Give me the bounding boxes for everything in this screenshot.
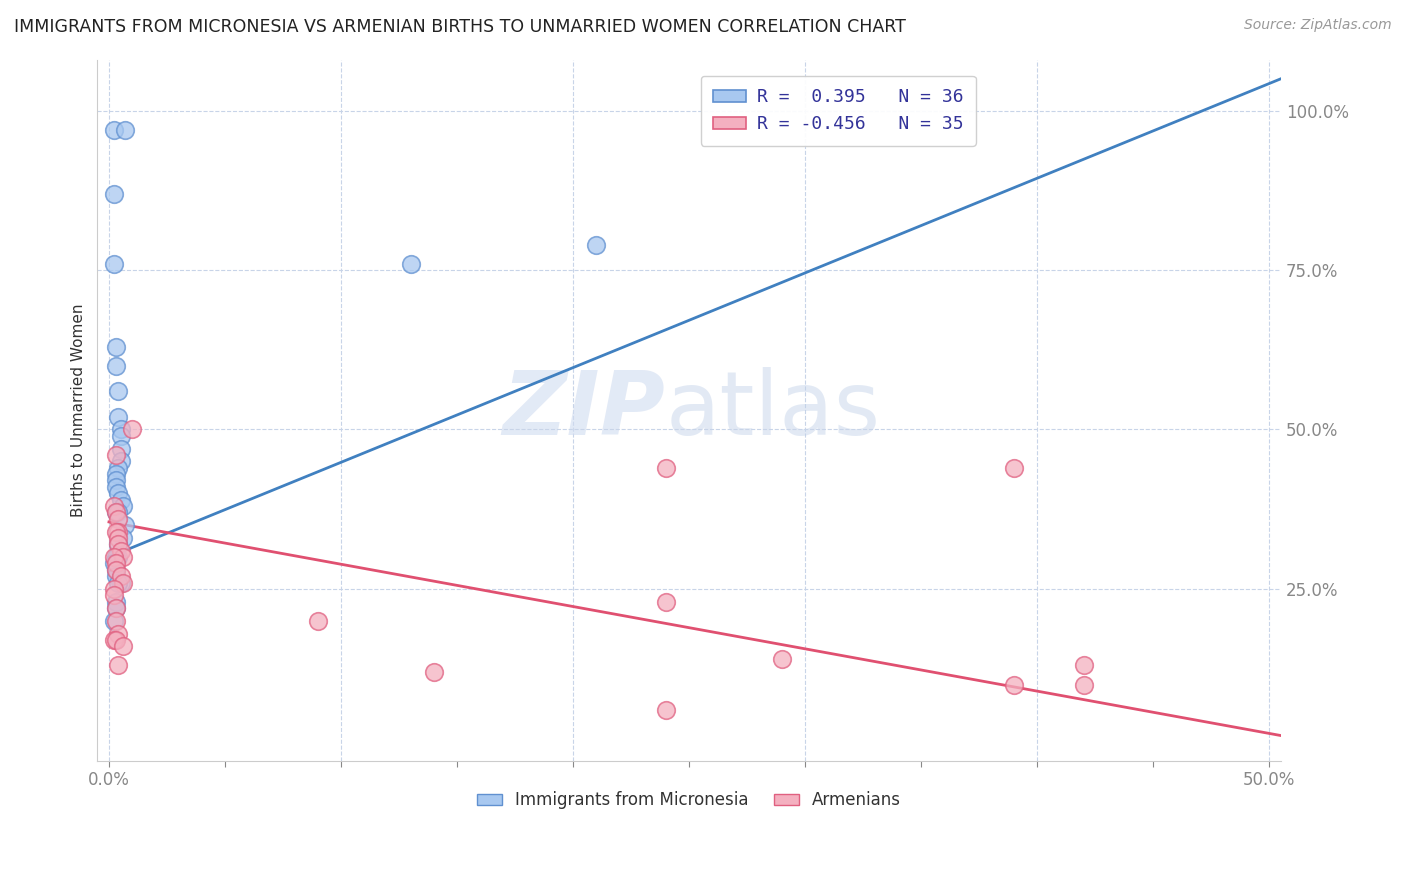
Point bbox=[103, 549, 125, 564]
Point bbox=[107, 531, 129, 545]
Point bbox=[110, 543, 132, 558]
Point bbox=[655, 460, 678, 475]
Point bbox=[111, 499, 134, 513]
Point bbox=[104, 505, 127, 519]
Point bbox=[107, 658, 129, 673]
Point bbox=[104, 474, 127, 488]
Point bbox=[1073, 677, 1095, 691]
Point bbox=[1073, 658, 1095, 673]
Point bbox=[103, 122, 125, 136]
Point bbox=[107, 486, 129, 500]
Point bbox=[104, 632, 127, 647]
Point bbox=[103, 588, 125, 602]
Point bbox=[114, 122, 136, 136]
Point bbox=[104, 480, 127, 494]
Point bbox=[110, 429, 132, 443]
Text: Source: ZipAtlas.com: Source: ZipAtlas.com bbox=[1244, 18, 1392, 32]
Point bbox=[111, 531, 134, 545]
Point bbox=[104, 359, 127, 373]
Point bbox=[103, 499, 125, 513]
Point bbox=[107, 549, 129, 564]
Point bbox=[1002, 460, 1025, 475]
Point bbox=[104, 505, 127, 519]
Point bbox=[110, 454, 132, 468]
Point bbox=[107, 537, 129, 551]
Point bbox=[103, 557, 125, 571]
Point bbox=[1002, 677, 1025, 691]
Point bbox=[585, 237, 607, 252]
Point bbox=[107, 575, 129, 590]
Point bbox=[103, 257, 125, 271]
Point bbox=[104, 594, 127, 608]
Point bbox=[114, 518, 136, 533]
Point bbox=[103, 186, 125, 201]
Point bbox=[307, 614, 329, 628]
Point bbox=[107, 409, 129, 424]
Point bbox=[111, 640, 134, 654]
Point bbox=[104, 601, 127, 615]
Point bbox=[111, 549, 134, 564]
Point bbox=[107, 505, 129, 519]
Point bbox=[770, 652, 793, 666]
Point bbox=[655, 594, 678, 608]
Point bbox=[103, 582, 125, 596]
Point bbox=[107, 626, 129, 640]
Point bbox=[423, 665, 446, 679]
Point bbox=[655, 703, 678, 717]
Point bbox=[110, 442, 132, 456]
Point bbox=[107, 460, 129, 475]
Text: ZIP: ZIP bbox=[503, 367, 665, 454]
Point bbox=[104, 614, 127, 628]
Point bbox=[104, 340, 127, 354]
Point bbox=[104, 448, 127, 462]
Point bbox=[107, 384, 129, 399]
Point bbox=[104, 524, 127, 539]
Point bbox=[104, 557, 127, 571]
Y-axis label: Births to Unmarried Women: Births to Unmarried Women bbox=[72, 303, 86, 517]
Point bbox=[107, 512, 129, 526]
Point bbox=[110, 569, 132, 583]
Point bbox=[104, 549, 127, 564]
Point bbox=[104, 563, 127, 577]
Point bbox=[104, 563, 127, 577]
Point bbox=[110, 422, 132, 436]
Point bbox=[104, 467, 127, 482]
Text: atlas: atlas bbox=[665, 367, 880, 454]
Text: IMMIGRANTS FROM MICRONESIA VS ARMENIAN BIRTHS TO UNMARRIED WOMEN CORRELATION CHA: IMMIGRANTS FROM MICRONESIA VS ARMENIAN B… bbox=[14, 18, 905, 36]
Point bbox=[103, 614, 125, 628]
Point bbox=[104, 569, 127, 583]
Point bbox=[107, 524, 129, 539]
Point bbox=[104, 601, 127, 615]
Point bbox=[103, 632, 125, 647]
Legend: Immigrants from Micronesia, Armenians: Immigrants from Micronesia, Armenians bbox=[471, 785, 908, 816]
Point bbox=[110, 575, 132, 590]
Point bbox=[121, 422, 143, 436]
Point bbox=[111, 575, 134, 590]
Point bbox=[107, 537, 129, 551]
Point bbox=[399, 257, 422, 271]
Point bbox=[110, 492, 132, 507]
